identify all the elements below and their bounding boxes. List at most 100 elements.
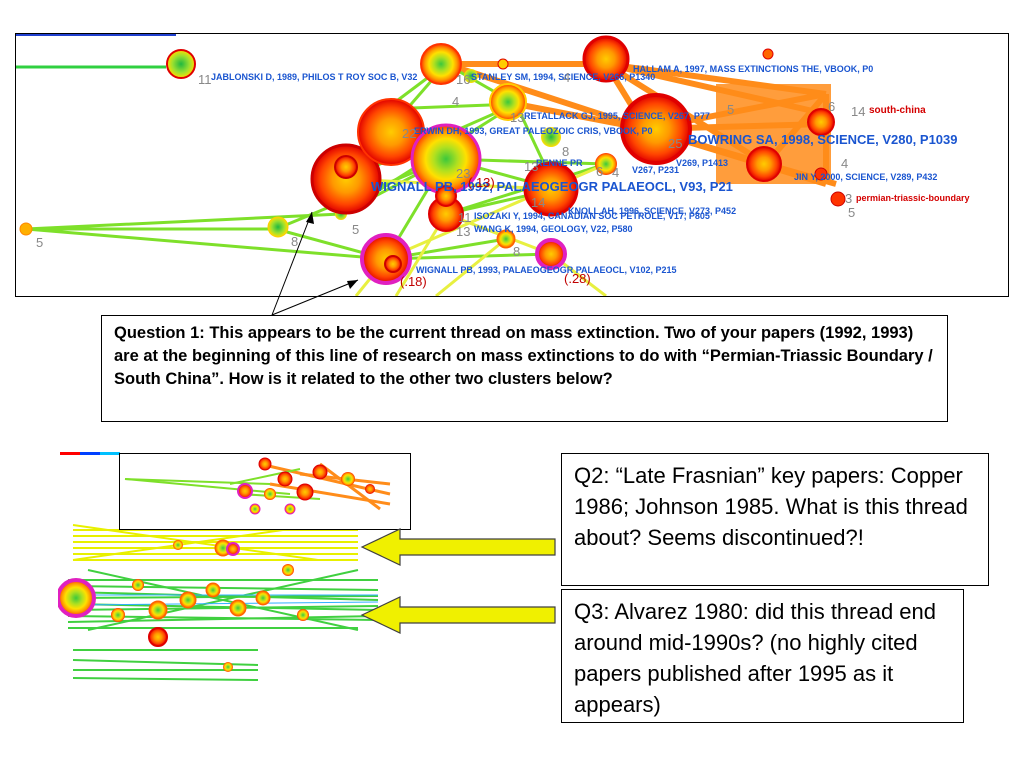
node — [264, 488, 276, 500]
label-stanley: STANLEY SM, 1994, SCIENCE, V266, P1340 — [471, 72, 655, 82]
node-south-china — [807, 108, 835, 136]
color-legend-bar — [100, 452, 120, 455]
label-ptb: permian-triassic-boundary — [856, 193, 970, 203]
count-label: 13 — [456, 224, 470, 239]
node — [179, 591, 197, 609]
node — [111, 608, 125, 622]
label-v267: V267, P231 — [632, 165, 679, 175]
node — [297, 609, 309, 621]
node — [595, 153, 617, 175]
node — [148, 600, 168, 620]
q3-pointer-arrow-icon — [360, 596, 556, 634]
node — [312, 464, 328, 480]
node-retallack — [489, 83, 527, 121]
count-label: 6 — [828, 99, 835, 114]
label-hallam: HALLAM A, 1997, MASS EXTINCTIONS THE, VB… — [633, 64, 873, 74]
network-graph: JABLONSKI D, 1989, PHILOS T ROY SOC B, V… — [16, 34, 970, 296]
count-label: 11 — [458, 210, 472, 225]
node — [296, 483, 314, 501]
label-bowring: BOWRING SA, 1998, SCIENCE, V280, P1039 — [688, 132, 958, 147]
node — [258, 457, 272, 471]
question-2-text: Q2: “Late Frasnian” key papers: Copper 1… — [574, 463, 968, 550]
node — [173, 540, 183, 550]
count-label: 25 — [668, 136, 682, 151]
question-1-box: Question 1: This appears to be the curre… — [101, 315, 948, 422]
count-label: 14 — [851, 104, 865, 119]
color-legend-bar — [80, 452, 100, 455]
node — [255, 590, 271, 606]
overview-graph — [56, 452, 379, 681]
overview-top-graph — [124, 457, 391, 515]
node-stanley — [420, 43, 462, 85]
count-label: 5 — [352, 222, 359, 237]
label-isozaki: ISOZAKI Y, 1994, CANADIAN SOC PETROLE, V… — [474, 211, 710, 221]
node — [249, 503, 261, 515]
count-label: 3 — [845, 191, 852, 206]
count-label: 5 — [727, 102, 734, 117]
node-jin — [746, 146, 782, 182]
label-jablonski: JABLONSKI D, 1989, PHILOS T ROY SOC B, V… — [211, 72, 417, 82]
edge-group-green — [124, 468, 321, 500]
question-3-box: Q3: Alvarez 1980: did this thread end ar… — [561, 589, 964, 723]
node — [365, 484, 375, 494]
q2-pointer-arrow-icon — [360, 528, 556, 566]
node — [229, 599, 247, 617]
node — [762, 48, 774, 60]
count-label: 4 — [841, 156, 848, 171]
node — [384, 255, 402, 273]
label-knoll: KNOLL AH, 1996, SCIENCE, V273, P452 — [568, 206, 736, 216]
node-hallam — [582, 35, 630, 83]
count-label: 5 — [848, 205, 855, 220]
node-knoll — [523, 161, 579, 217]
overview-top-cluster — [119, 453, 411, 530]
node-jablonski — [166, 49, 196, 79]
node — [497, 58, 509, 70]
node — [341, 472, 355, 486]
node-alvarez — [56, 578, 96, 618]
node — [814, 167, 828, 181]
label-wignall-1992: WIGNALL PB, 1992, PALAEOGEOGR PALAEOCL, … — [371, 179, 733, 194]
node-group — [19, 35, 846, 285]
node-ptb — [830, 191, 846, 207]
cocitation-network-panel: JABLONSKI D, 1989, PHILOS T ROY SOC B, V… — [15, 33, 1009, 297]
node — [435, 185, 457, 207]
count-label: 4 — [612, 165, 619, 180]
node-labels: JABLONSKI D, 1989, PHILOS T ROY SOC B, V… — [211, 64, 970, 275]
node — [464, 69, 478, 83]
count-label: 8 — [291, 234, 298, 249]
node — [223, 662, 233, 672]
question-1-text: Question 1: This appears to be the curre… — [114, 324, 933, 388]
label-south-china: south-china — [869, 105, 926, 116]
node — [132, 579, 144, 591]
edge-group-yellow — [72, 524, 358, 561]
count-label: 13 — [524, 159, 538, 174]
label-retallack: RETALLACK GJ, 1995, SCIENCE, V267, P77 — [524, 111, 710, 121]
count-label: 6 — [596, 164, 603, 179]
count-label: 16 — [456, 72, 470, 87]
node — [284, 503, 296, 515]
question-2-box: Q2: “Late Frasnian” key papers: Copper 1… — [561, 453, 989, 586]
node — [535, 238, 567, 270]
label-jin: JIN Y, 2000, SCIENCE, V289, P432 — [794, 172, 937, 182]
count-labels: 11 16 14 13 4 5 22 25 23 8 11 13 8 5 8 5… — [36, 70, 865, 259]
count-label: 23 — [456, 166, 470, 181]
question-3-text: Q3: Alvarez 1980: did this thread end ar… — [574, 599, 937, 717]
node — [267, 216, 289, 238]
count-label: 22 — [402, 126, 416, 141]
node-bowring — [620, 93, 692, 165]
count-label: 13 — [510, 110, 524, 125]
label-wignall-1993: WIGNALL PB, 1993, PALAEOGEOGR PALAEOCL, … — [416, 265, 677, 275]
node-inner — [334, 155, 358, 179]
count-label: 11 — [198, 72, 212, 87]
overview-network — [56, 450, 418, 715]
node — [19, 222, 33, 236]
node — [237, 483, 253, 499]
count-label: 8 — [513, 244, 520, 259]
label-renne: RENNE PR — [536, 158, 583, 168]
annotation-28: (.28) — [564, 271, 591, 286]
edge-group-blue — [77, 594, 379, 606]
node — [541, 127, 561, 147]
edge-group-green — [67, 569, 379, 681]
node — [282, 564, 294, 576]
count-label: 8 — [562, 144, 569, 159]
